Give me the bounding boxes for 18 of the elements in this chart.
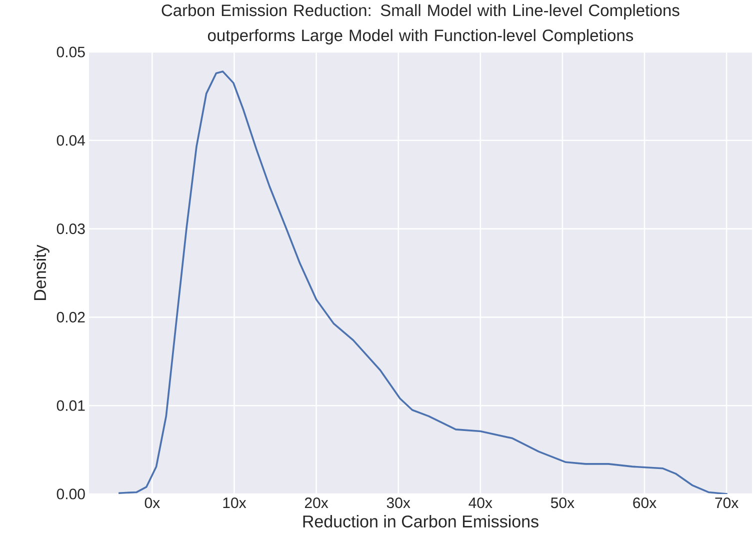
y-tick-label: 0.03 xyxy=(56,223,85,234)
y-tick-label: 0.05 xyxy=(56,46,85,58)
x-axis-title: Reduction in Carbon Emissions xyxy=(303,515,538,528)
y-tick-label: 0.00 xyxy=(56,488,85,500)
y-tick-label: 0.01 xyxy=(56,400,85,411)
x-tick-label: 0x xyxy=(144,498,160,508)
x-tick-label: 50x xyxy=(550,498,574,508)
x-tick-label: 70x xyxy=(715,498,738,508)
y-tick-label: 0.02 xyxy=(56,312,85,322)
x-tick-label: 30x xyxy=(386,498,410,508)
chart-title: Carbon Emission Reduction: Small Model with Line-level Completions outperforms Large Model with Function-level Completions xyxy=(162,4,680,44)
y-tick-label: 0.04 xyxy=(56,135,86,146)
y-axis-title: Density xyxy=(34,244,50,300)
x-tick-label: 40x xyxy=(468,498,492,508)
line-series xyxy=(118,70,728,494)
x-tick-label: 60x xyxy=(633,498,656,508)
x-tick-label: 10x xyxy=(223,498,246,508)
x-tick-label: 20x xyxy=(304,498,328,508)
